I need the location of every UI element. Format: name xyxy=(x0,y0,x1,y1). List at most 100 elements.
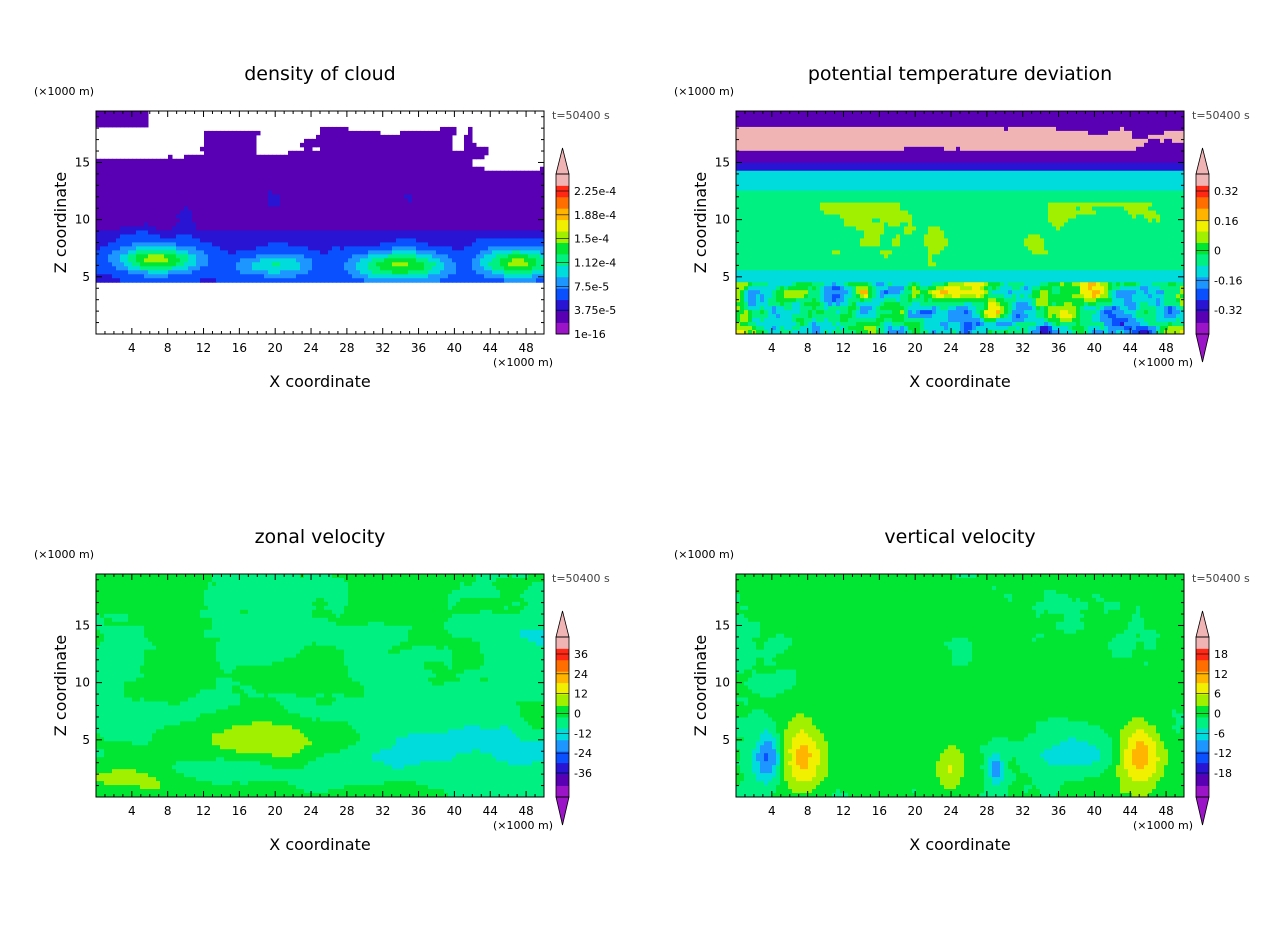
heatmap-cell xyxy=(516,262,521,267)
heatmap-cell xyxy=(520,258,525,263)
heatmap-cell xyxy=(116,278,121,283)
heatmap-cell xyxy=(772,154,777,160)
heatmap-cell xyxy=(784,150,789,156)
heatmap-cell xyxy=(356,198,361,204)
heatmap-cell xyxy=(296,206,301,212)
heatmap-cell xyxy=(780,318,785,323)
heatmap-cell xyxy=(768,282,773,287)
heatmap-cell xyxy=(504,242,509,247)
heatmap-cell xyxy=(408,166,413,172)
heatmap-cell xyxy=(796,262,801,267)
heatmap-cell xyxy=(768,318,773,323)
heatmap-cell xyxy=(232,226,237,231)
heatmap-cell xyxy=(368,230,373,235)
heatmap-cell xyxy=(352,138,357,144)
heatmap-cell xyxy=(740,222,745,227)
heatmap-cell xyxy=(96,114,101,120)
heatmap-cell xyxy=(784,142,789,148)
heatmap-cell xyxy=(336,266,341,271)
heatmap-cell xyxy=(212,226,217,231)
heatmap-cell xyxy=(752,162,757,168)
heatmap-cell xyxy=(464,278,469,283)
heatmap-cell xyxy=(308,158,313,164)
heatmap-cell xyxy=(776,214,781,220)
heatmap-cell xyxy=(472,266,477,271)
heatmap-cell xyxy=(212,190,217,196)
heatmap-cell xyxy=(332,234,337,239)
colorbar-swatch xyxy=(556,276,569,289)
heatmap-cell xyxy=(284,178,289,184)
heatmap-cell xyxy=(480,170,485,176)
heatmap-cell xyxy=(768,186,773,192)
heatmap-cell xyxy=(744,111,749,116)
heatmap-cell xyxy=(416,234,421,239)
heatmap-cell xyxy=(420,170,425,176)
heatmap-cell xyxy=(116,158,121,164)
heatmap-cell xyxy=(128,118,133,124)
heatmap-cell xyxy=(376,194,381,200)
heatmap-cell xyxy=(344,198,349,204)
heatmap-cell xyxy=(172,242,177,247)
heatmap-cell xyxy=(320,270,325,275)
heatmap-cell xyxy=(784,258,789,263)
heatmap-cell xyxy=(196,274,201,279)
heatmap-cell xyxy=(140,170,145,176)
heatmap-cell xyxy=(212,198,217,204)
heatmap-cell xyxy=(148,222,153,227)
heatmap-cell xyxy=(116,166,121,172)
heatmap-cell xyxy=(368,138,373,144)
heatmap-cell xyxy=(216,226,221,231)
heatmap-cell xyxy=(308,182,313,188)
heatmap-cell xyxy=(392,174,397,180)
heatmap-cell xyxy=(336,190,341,196)
heatmap-cell xyxy=(156,274,161,279)
heatmap-cell xyxy=(780,114,785,120)
heatmap-cell xyxy=(468,254,473,259)
heatmap-cell xyxy=(788,146,793,152)
heatmap-cell xyxy=(344,214,349,220)
heatmap-cell xyxy=(764,242,769,247)
heatmap-cell xyxy=(344,194,349,200)
heatmap-cell xyxy=(536,278,541,283)
heatmap-cell xyxy=(156,278,161,283)
heatmap-cell xyxy=(196,194,201,200)
heatmap-cell xyxy=(752,274,757,279)
heatmap-cell xyxy=(288,202,293,208)
heatmap-cell xyxy=(320,238,325,243)
heatmap-cell xyxy=(288,230,293,235)
heatmap-cell xyxy=(340,202,345,208)
heatmap-cell xyxy=(116,222,121,227)
heatmap-cell xyxy=(148,198,153,204)
heatmap-cell xyxy=(464,274,469,279)
heatmap-cell xyxy=(124,218,129,223)
heatmap-cell xyxy=(244,142,249,148)
heatmap-cell xyxy=(168,214,173,220)
heatmap-cell xyxy=(256,130,261,136)
heatmap-cell xyxy=(448,146,453,152)
heatmap-cell xyxy=(752,266,757,271)
heatmap-cell xyxy=(464,198,469,204)
heatmap-cell xyxy=(396,146,401,152)
heatmap-cell xyxy=(280,170,285,176)
heatmap-cell xyxy=(120,111,125,116)
heatmap-cell xyxy=(472,206,477,212)
heatmap-cell xyxy=(380,254,385,259)
heatmap-cell xyxy=(524,258,529,263)
heatmap-cell xyxy=(132,230,137,235)
heatmap-cell xyxy=(796,138,801,144)
heatmap-cell xyxy=(492,226,497,231)
heatmap-cell xyxy=(788,142,793,148)
heatmap-cell xyxy=(144,158,149,164)
heatmap-cell xyxy=(468,182,473,188)
heatmap-cell xyxy=(432,206,437,212)
heatmap-cell xyxy=(520,230,525,235)
heatmap-cell xyxy=(304,158,309,164)
heatmap-cell xyxy=(432,170,437,176)
heatmap-cell xyxy=(524,226,529,231)
heatmap-cell xyxy=(276,170,281,176)
heatmap-cell xyxy=(740,154,745,160)
heatmap-cell xyxy=(780,310,785,315)
heatmap-cell xyxy=(128,214,133,220)
heatmap-cell xyxy=(528,190,533,196)
heatmap-cell xyxy=(300,230,305,235)
